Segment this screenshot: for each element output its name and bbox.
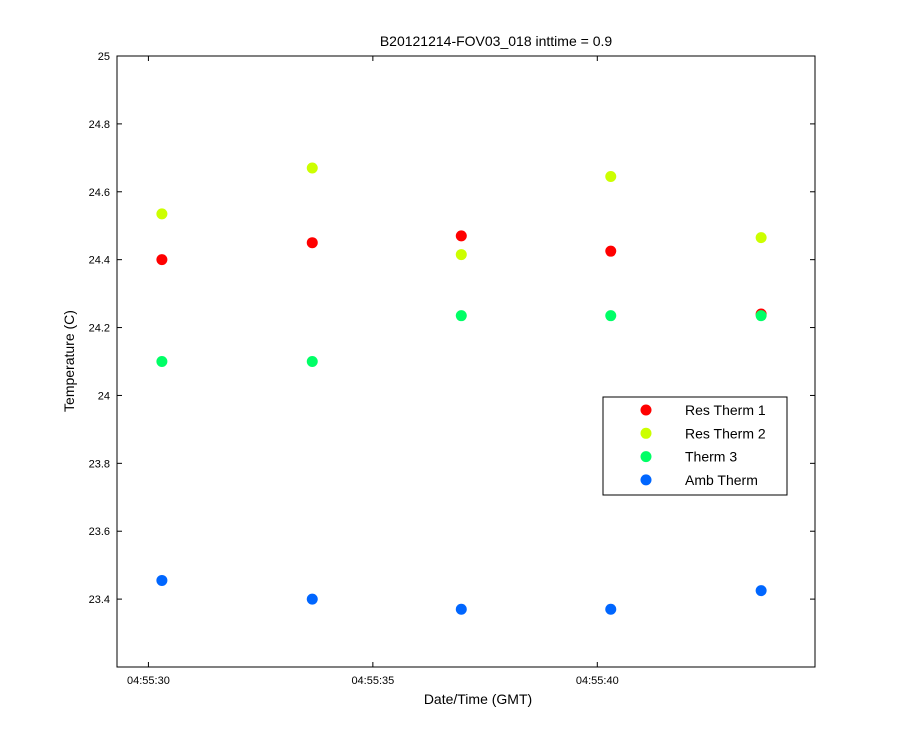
legend-label: Res Therm 2 xyxy=(685,425,766,441)
chart-title: B20121214-FOV03_018 inttime = 0.9 xyxy=(380,33,613,49)
legend-marker xyxy=(640,427,652,439)
legend-marker xyxy=(640,451,652,463)
axis-ticks: 23.4 23.6 23.8 24 24.2 24.4 24.6 24.8 25 04:55:30… xyxy=(89,51,815,687)
y-tick-label: 24.4 xyxy=(89,255,110,267)
data-point-therm-3 xyxy=(306,356,318,367)
data-point-amb-therm xyxy=(306,593,318,605)
legend-label: Res Therm 1 xyxy=(685,402,766,418)
y-tick-label: 25 xyxy=(98,51,110,63)
data-point-res-therm-2 xyxy=(755,232,767,244)
y-axis-title: Temperature (C) xyxy=(61,310,77,412)
y-tick-label: 24.8 xyxy=(89,119,110,131)
legend-label: Amb Therm xyxy=(685,472,758,488)
x-tick-label: 04:55:35 xyxy=(351,675,394,687)
data-point-therm-3 xyxy=(156,356,168,367)
y-tick-label: 23.8 xyxy=(89,458,110,470)
data-point-res-therm-1 xyxy=(605,245,617,257)
data-point-therm-3 xyxy=(605,310,617,322)
data-point-res-therm-1 xyxy=(455,230,467,242)
data-point-res-therm-2 xyxy=(156,208,168,220)
data-point-amb-therm xyxy=(605,603,617,615)
legend-label: Therm 3 xyxy=(685,449,737,465)
x-tick-label: 04:55:40 xyxy=(576,675,619,687)
y-tick-label: 24.2 xyxy=(89,323,110,335)
y-tick-label: 24.6 xyxy=(89,187,110,199)
data-point-res-therm-2 xyxy=(605,171,617,183)
plot-area xyxy=(116,55,816,668)
data-point-res-therm-2 xyxy=(455,249,467,261)
y-tick-label: 24 xyxy=(98,390,110,402)
data-point-therm-3 xyxy=(755,310,767,322)
legend-box xyxy=(602,396,788,496)
legend: Res Therm 1 Res Therm 2 Therm 3 Amb Therm xyxy=(602,396,788,496)
data-point-res-therm-2 xyxy=(306,162,318,174)
x-tick-label: 04:55:30 xyxy=(127,675,170,687)
legend-marker xyxy=(640,404,652,416)
legend-marker xyxy=(640,474,652,486)
y-tick-label: 23.6 xyxy=(89,526,110,538)
x-axis-title: Date/Time (GMT) xyxy=(424,691,532,707)
data-point-amb-therm xyxy=(156,574,168,586)
data-point-therm-3 xyxy=(455,310,467,322)
data-point-res-therm-1 xyxy=(156,254,168,266)
data-point-res-therm-1 xyxy=(306,237,318,249)
data-point-amb-therm xyxy=(455,603,467,615)
y-tick-label: 23.4 xyxy=(89,594,110,606)
data-point-amb-therm xyxy=(755,585,767,597)
data-points xyxy=(156,162,767,615)
